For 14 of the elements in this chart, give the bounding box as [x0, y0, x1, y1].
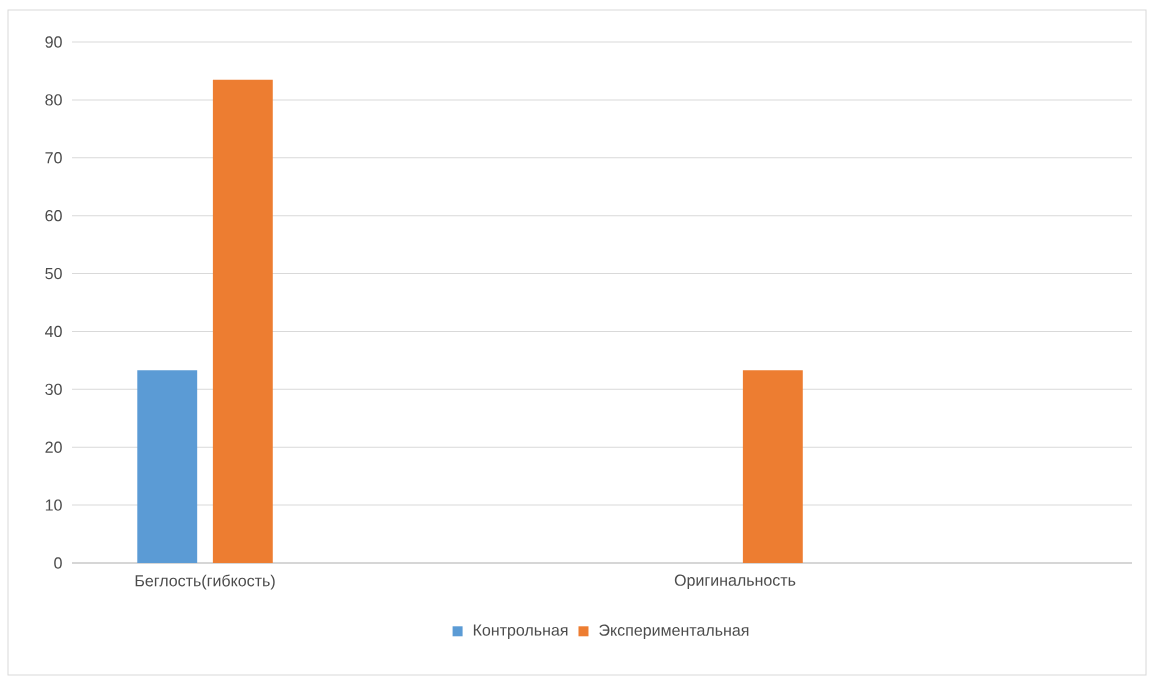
y-tick-label: 0 — [54, 557, 62, 569]
y-tick-label: 60 — [45, 210, 62, 222]
y-tick-label: 70 — [45, 152, 62, 164]
y-tick-label: 20 — [45, 441, 62, 453]
x-tick-label: Оригинальность — [674, 574, 796, 590]
y-tick-label: 30 — [45, 383, 62, 395]
y-tick-label: 90 — [45, 36, 62, 48]
legend-label: Экспериментальная — [599, 624, 749, 640]
y-tick-label: 80 — [45, 94, 62, 106]
x-tick-label: Беглость(гибкость) — [135, 574, 275, 590]
y-tick-label: 50 — [45, 267, 62, 280]
y-tick-label: 10 — [45, 499, 62, 511]
legend-label: Контрольная — [473, 624, 568, 639]
y-tick-label: 40 — [45, 325, 62, 338]
